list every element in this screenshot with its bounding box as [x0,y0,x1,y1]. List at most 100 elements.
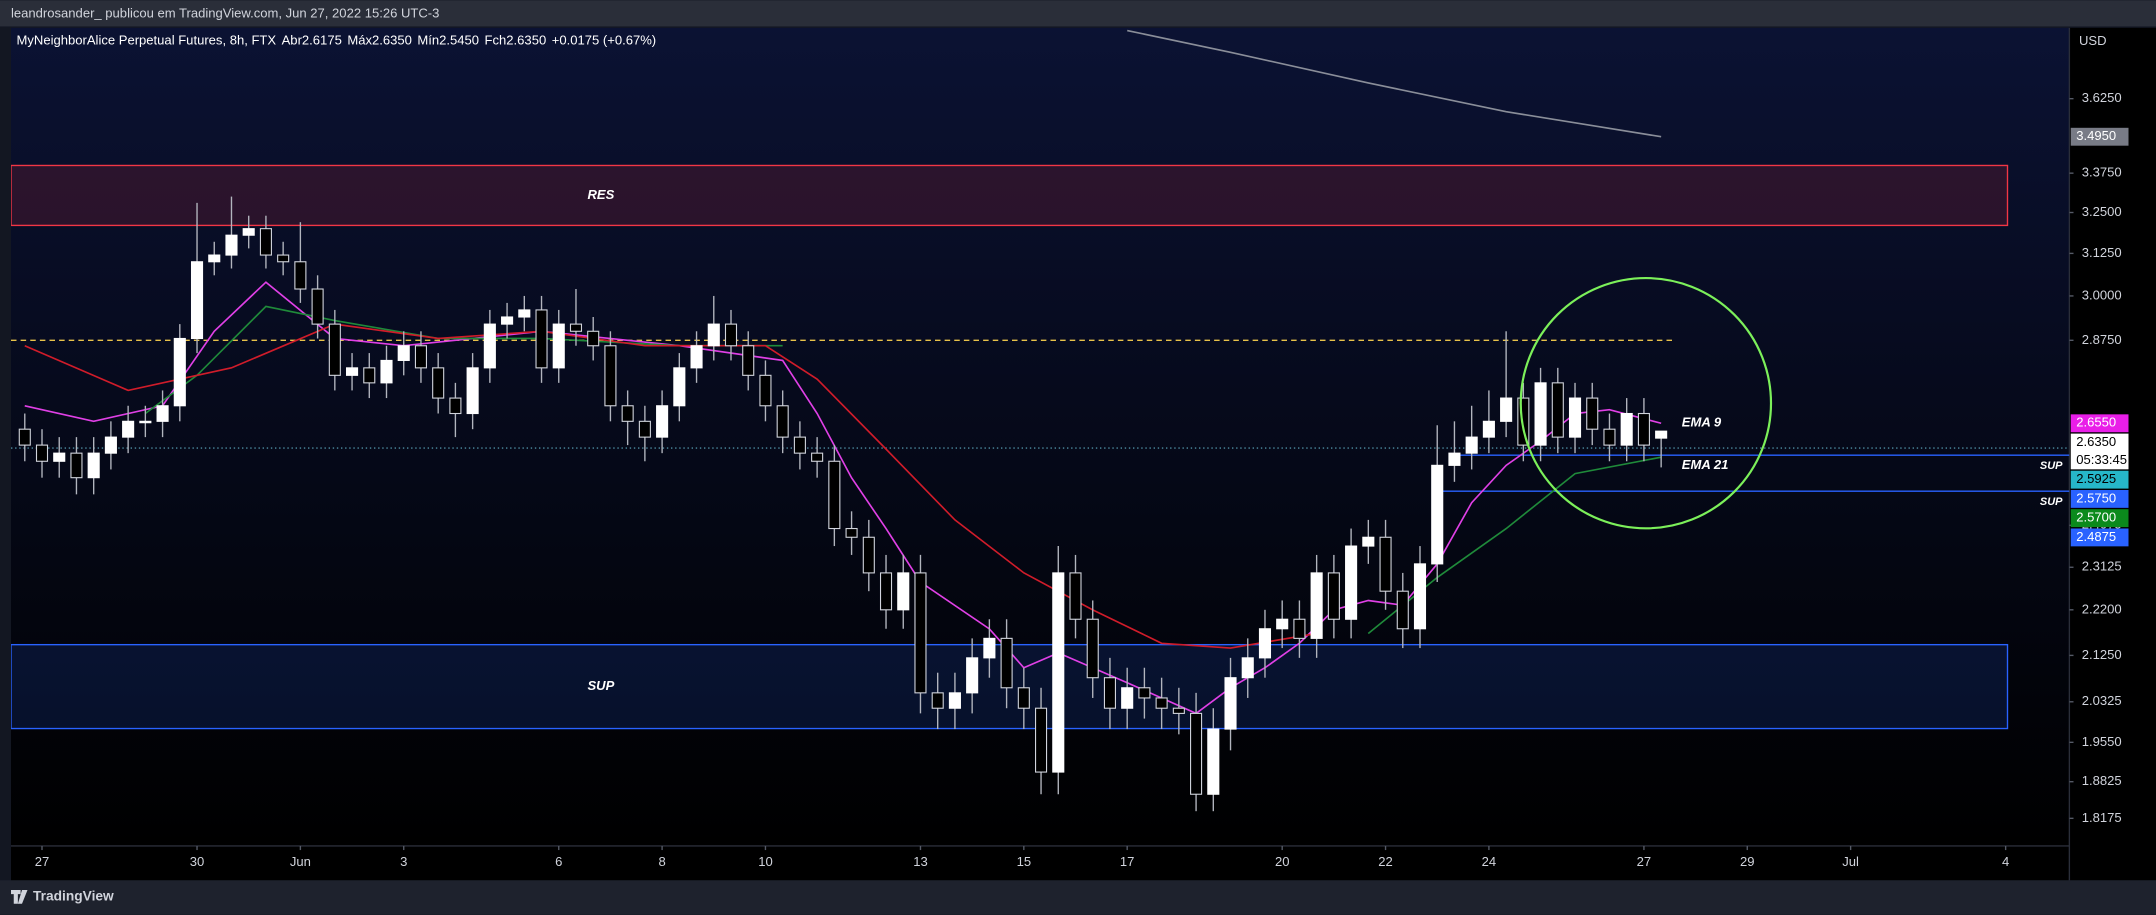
candle-body [104,436,117,454]
candle-body [1155,697,1168,709]
candle-body [690,345,703,369]
price-tag [2070,509,2129,528]
candle-body [466,367,479,415]
candle-body [518,309,531,318]
candle-body [1172,707,1185,714]
candle-body [1276,618,1289,630]
candle-body [793,436,806,454]
legend: MyNeighborAlice Perpetual Futures, 8h, F… [17,33,657,48]
x-tick-label: 10 [758,854,773,869]
candle-body [587,330,600,347]
price-tag [2070,528,2129,547]
candle-body [35,444,49,462]
candle-body [1413,563,1427,630]
legend-symbol: MyNeighborAlice Perpetual Futures, 8h, F… [17,33,277,48]
candle-body [983,637,996,659]
price-tag [2070,489,2129,508]
legend-ohlc-label: Fch [485,33,507,48]
candle-body [53,452,66,462]
zone [11,164,2009,227]
legend-ohlc-value: 2.5450 [439,33,479,48]
candle-body [346,367,359,376]
candle-body [535,309,548,369]
candle-body [1500,397,1513,422]
price-timer: 05:33:45 [2076,452,2127,467]
x-tick-label: Jun [290,854,311,869]
x-tick-label: Jul [1842,854,1859,869]
x-tick-label: 29 [1740,854,1755,869]
candle-body [1345,545,1358,620]
level-label: SUP [2040,460,2063,472]
legend-ohlc-label: Máx [347,33,372,48]
x-tick-label: 30 [190,854,205,869]
price-tag [2070,127,2129,146]
zone-label: RES [587,187,614,202]
candle-body [363,367,376,384]
candle-body [742,345,755,376]
price-tag-label: 3.4950 [2076,128,2116,143]
candle-body [173,337,186,407]
candle-body [190,261,204,340]
candle-body [259,228,272,256]
indicator-line [24,323,1317,649]
x-tick-label: 8 [658,854,665,869]
candle-body [1224,677,1237,730]
candle-body [139,420,152,424]
candle-body [432,367,445,399]
indicator-line [1127,29,1662,138]
candle-body [604,345,617,407]
price-tag [2070,470,2129,489]
header: leandrosander_ publicou em TradingView.c… [11,6,439,21]
candle-body [948,692,961,709]
candle-body [449,397,462,415]
candle-body [897,572,910,611]
candle-body [879,572,893,611]
candle-body [1034,707,1048,773]
plot: RES SUP [11,29,2070,812]
candle-body [1017,687,1030,709]
legend-ohlc-value: 2.6350 [372,33,412,48]
y-tick-label: 2.8750 [2082,332,2122,347]
candle-body [277,254,290,263]
candle-body [414,345,428,369]
candle-body [1241,657,1254,679]
candle-body [707,323,720,347]
candle-body [242,228,255,236]
candle-body [1465,436,1478,454]
footer: TradingView [33,888,114,903]
candle-body [1568,397,1582,438]
price-tag [2070,433,2129,470]
candle-body [1431,464,1444,565]
footer-bar [0,880,2156,915]
candle-body [1138,687,1151,699]
candle-body [18,428,31,446]
candle-body [828,460,841,530]
legend-ohlc-label: Mín [417,33,439,48]
price-tag-label: 2.4875 [2076,529,2116,544]
candle-body [70,452,83,479]
y-tick-label: 2.3125 [2082,559,2122,574]
candle-body [638,420,651,438]
candle-body [1517,397,1530,446]
axes: 3.62503.37503.25003.12503.00002.87502.40… [35,90,2129,869]
candle-body [1586,397,1599,430]
logo [11,889,28,904]
candle-body [311,288,324,325]
x-tick-label: 4 [2002,854,2009,869]
x-tick-label: 27 [35,854,50,869]
price-tag-label: 2.5750 [2076,490,2116,505]
candle-body [1603,428,1616,446]
candle-body [1396,590,1409,630]
candle-body [1379,536,1392,592]
candle-body [811,452,824,462]
x-tick-label: 3 [400,854,407,869]
candle-body [328,323,341,376]
candle-body [1258,628,1272,659]
candle-body [1655,430,1668,439]
x-tick-label: 24 [1482,854,1497,869]
price-tag-label: 2.6350 [2076,434,2116,449]
y-tick-label: 3.0000 [2082,287,2122,302]
candle-body [552,323,565,369]
x-tick-label: 6 [555,854,562,869]
candle-body [776,405,789,438]
